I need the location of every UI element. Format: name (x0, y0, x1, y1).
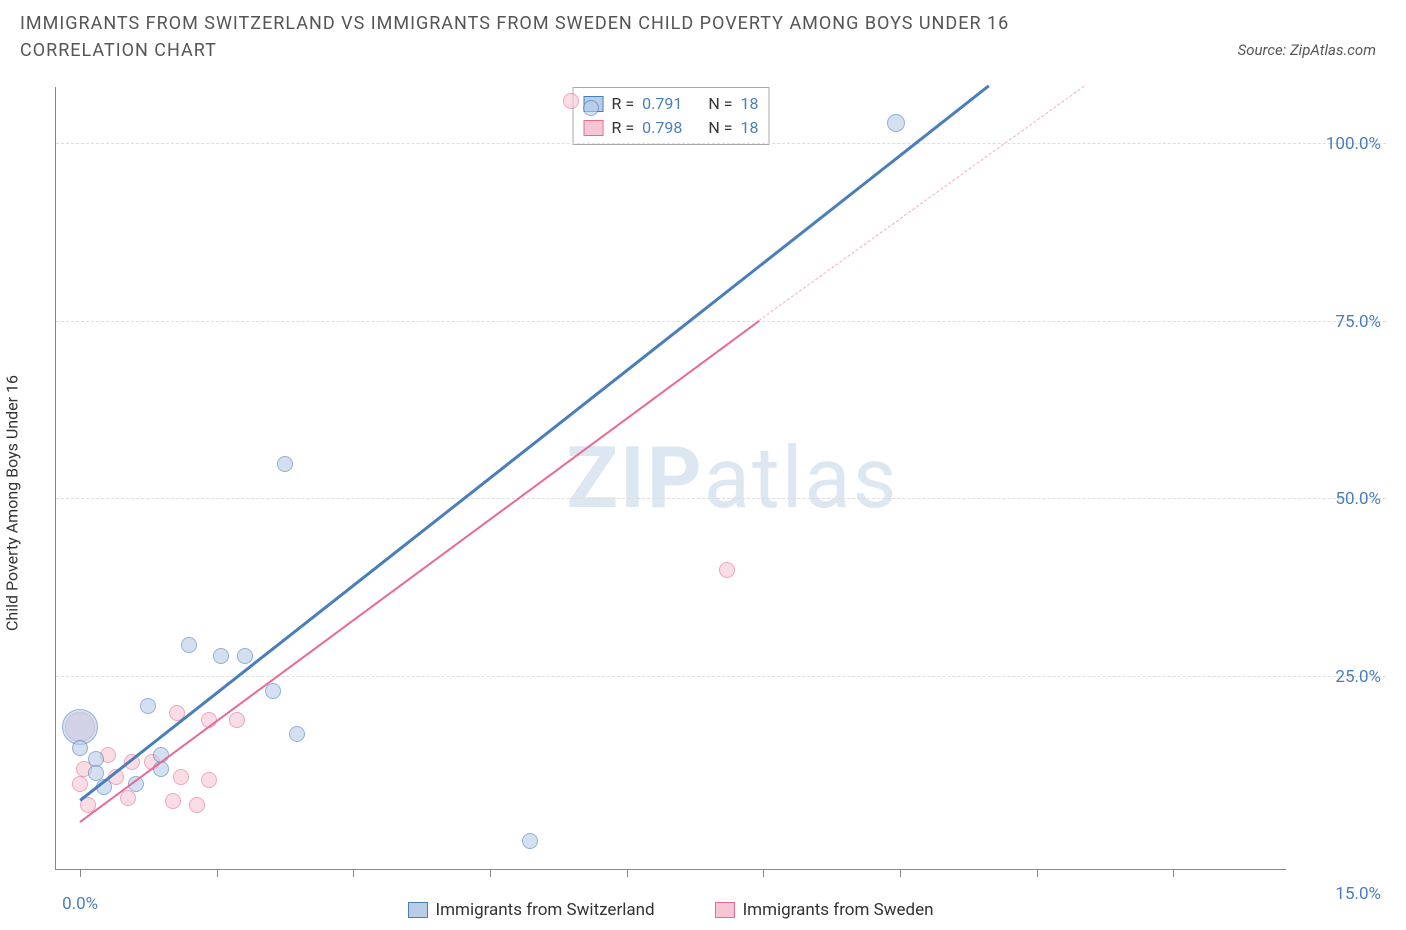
x-tick (763, 869, 764, 877)
trend-line-dashed (759, 86, 1085, 322)
n-value-pink: 18 (740, 116, 758, 140)
data-point (229, 712, 245, 728)
source-attribution: Source: ZipAtlas.com (1238, 41, 1386, 64)
n-value-blue: 18 (740, 92, 758, 116)
y-tick-label: 25.0% (1301, 667, 1381, 687)
data-point (72, 776, 88, 792)
data-point (140, 698, 156, 714)
data-point (181, 637, 197, 653)
trend-line (79, 320, 760, 823)
data-point (189, 797, 205, 813)
legend-swatch-pink (715, 902, 735, 918)
scatter-plot-area: ZIPatlas R = 0.791 N = 18 R = 0.798 N = … (55, 87, 1286, 870)
data-point (237, 648, 253, 664)
x-tick (217, 869, 218, 877)
y-tick-label: 75.0% (1301, 312, 1381, 332)
swatch-pink (584, 120, 604, 136)
x-tick (80, 869, 81, 877)
trend-line (79, 85, 989, 801)
data-point (563, 93, 579, 109)
legend-item-switzerland: Immigrants from Switzerland (408, 900, 655, 920)
data-point (289, 726, 305, 742)
data-point (277, 456, 293, 472)
data-point (887, 114, 905, 132)
watermark-text: ZIPatlas (566, 428, 898, 528)
bottom-legend: Immigrants from Switzerland Immigrants f… (55, 900, 1286, 920)
data-point (201, 772, 217, 788)
legend-swatch-blue (408, 902, 428, 918)
gridline-horizontal (56, 498, 1386, 499)
data-point (173, 769, 189, 785)
chart-title: IMMIGRANTS FROM SWITZERLAND VS IMMIGRANT… (20, 10, 1120, 64)
x-tick-label-max: 15.0% (1301, 884, 1381, 904)
legend-label-sweden: Immigrants from Sweden (743, 900, 934, 920)
data-point (522, 833, 538, 849)
x-tick (490, 869, 491, 877)
y-tick-label: 50.0% (1301, 489, 1381, 509)
stats-row-sweden: R = 0.798 N = 18 (584, 116, 759, 140)
gridline-horizontal (56, 143, 1386, 144)
correlation-stats-box: R = 0.791 N = 18 R = 0.798 N = 18 (573, 87, 770, 145)
gridline-horizontal (56, 676, 1386, 677)
r-value-blue: 0.791 (642, 92, 682, 116)
gridline-horizontal (56, 321, 1386, 322)
data-point (72, 740, 88, 756)
data-point (583, 100, 599, 116)
y-axis-label: Child Poverty Among Boys Under 16 (3, 375, 22, 631)
data-point (265, 683, 281, 699)
x-tick (627, 869, 628, 877)
data-point (213, 648, 229, 664)
x-tick (900, 869, 901, 877)
legend-item-sweden: Immigrants from Sweden (715, 900, 934, 920)
x-tick (1037, 869, 1038, 877)
r-value-pink: 0.798 (642, 116, 682, 140)
data-point (120, 790, 136, 806)
x-tick (353, 869, 354, 877)
data-point (165, 793, 181, 809)
legend-label-switzerland: Immigrants from Switzerland (436, 900, 655, 920)
y-tick-label: 100.0% (1301, 134, 1381, 154)
x-tick (1173, 869, 1174, 877)
stats-row-switzerland: R = 0.791 N = 18 (584, 92, 759, 116)
data-point (719, 562, 735, 578)
